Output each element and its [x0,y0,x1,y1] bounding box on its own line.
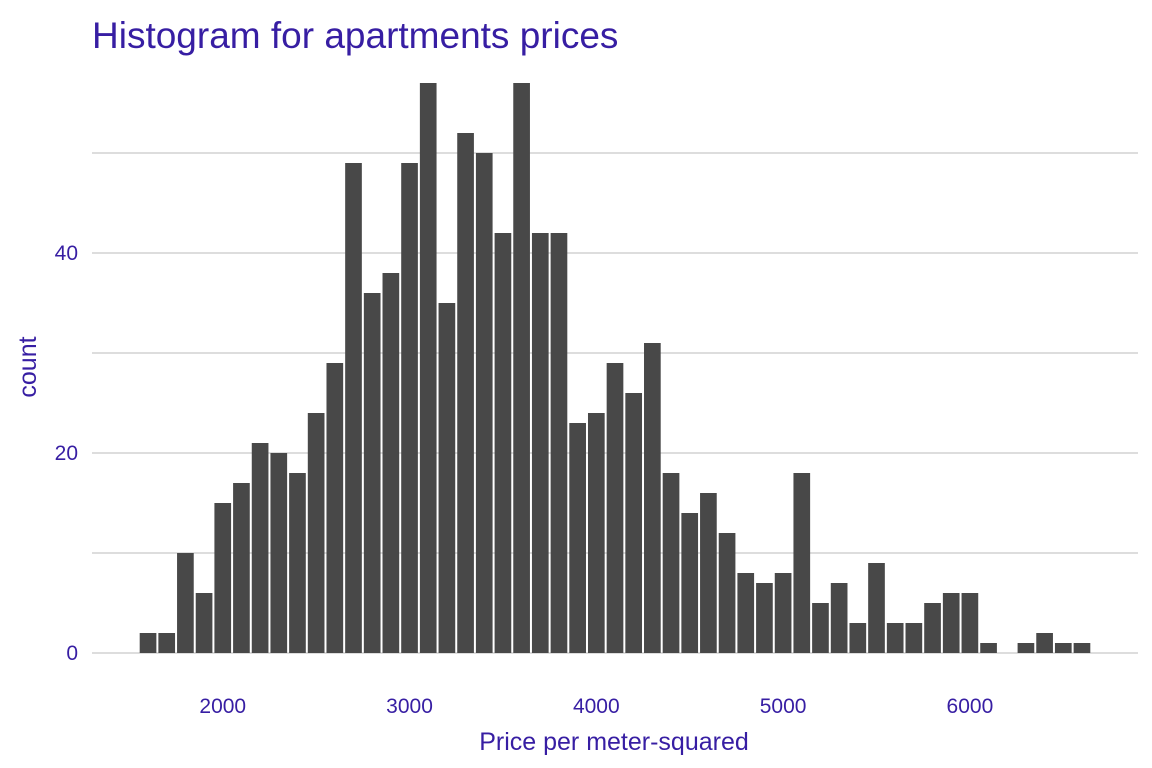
histogram-bar [550,233,568,653]
histogram-bar [774,573,792,653]
histogram-bar [214,503,232,653]
histogram-bar [531,233,549,653]
y-tick-label: 20 [55,442,78,465]
y-axis-ticks: 0 20 40 [55,242,78,665]
histogram-bar [513,83,530,653]
histogram-bar [1054,643,1072,653]
histogram-bar [401,163,418,653]
histogram-bar [289,473,306,653]
histogram-bar [793,473,811,653]
histogram-bar [756,583,773,653]
histogram-bar [1036,633,1053,653]
histogram-bar [158,633,176,653]
histogram-bar [1017,643,1035,653]
histogram-bar [363,293,381,653]
histogram-bar [195,593,213,653]
histogram-bar [587,413,605,653]
x-tick-label: 4000 [573,695,620,718]
histogram-bar [849,623,867,653]
histogram-bar [345,163,362,653]
y-axis-title: count [14,336,42,397]
histogram-bar [644,343,661,653]
histogram-bar [233,483,250,653]
histogram-bar [139,633,157,653]
histogram-bar [886,623,904,653]
histogram-bar [307,413,325,653]
histogram-bar [737,573,755,653]
x-tick-label: 2000 [199,695,246,718]
histogram-bar [662,473,680,653]
histogram-bar [830,583,848,653]
histogram-bar [270,453,288,653]
histogram-bar [980,643,997,653]
histogram-bar [494,233,512,653]
chart-title: Histogram for apartments prices [92,15,618,56]
histogram-bar [625,393,643,653]
x-axis-ticks: 2000 3000 4000 5000 6000 [199,695,993,718]
x-tick-label: 3000 [386,695,433,718]
histogram-bar [924,603,941,653]
histogram-bar [457,133,474,653]
histogram-bar [251,443,269,653]
histogram-bar [382,273,400,653]
histogram-bar [905,623,923,653]
histogram-bar [606,363,624,653]
histogram-bar [868,563,885,653]
histogram-bar [812,603,829,653]
y-tick-label: 40 [55,242,78,265]
histogram-bar [961,593,979,653]
histogram-bar [326,363,344,653]
histogram-bar [419,83,437,653]
histogram-bar [700,493,717,653]
histogram-bar [569,423,586,653]
histogram-bars [139,83,1091,653]
x-tick-label: 6000 [947,695,994,718]
x-tick-label: 5000 [760,695,807,718]
histogram-bar [475,153,493,653]
histogram-bar [718,533,736,653]
x-axis-title: Price per meter-squared [479,728,749,756]
y-tick-label: 0 [66,642,78,665]
histogram-bar [1073,643,1091,653]
histogram-bar [942,593,960,653]
histogram-bar [681,513,699,653]
histogram-bar [177,553,194,653]
histogram-bar [438,303,456,653]
